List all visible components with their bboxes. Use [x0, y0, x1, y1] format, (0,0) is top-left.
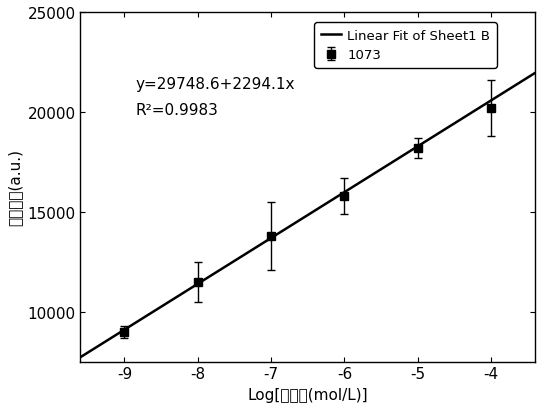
- Text: R²=0.9983: R²=0.9983: [136, 103, 218, 117]
- Legend: Linear Fit of Sheet1 B, 1073: Linear Fit of Sheet1 B, 1073: [314, 23, 497, 69]
- Line: Linear Fit of Sheet1 B: Linear Fit of Sheet1 B: [80, 74, 535, 357]
- Linear Fit of Sheet1 B: [532, 71, 538, 76]
- Linear Fit of Sheet1 B: [460, 116, 467, 121]
- Linear Fit of Sheet1 B: [346, 187, 353, 192]
- Linear Fit of Sheet1 B: [348, 186, 354, 191]
- Linear Fit of Sheet1 B: [79, 354, 85, 359]
- Y-axis label: 拉曼强度(a.u.): 拉曼强度(a.u.): [7, 149, 22, 226]
- Linear Fit of Sheet1 B: [356, 181, 362, 186]
- X-axis label: Log[多巴胺(mol/L)]: Log[多巴胺(mol/L)]: [248, 387, 368, 402]
- Linear Fit of Sheet1 B: [77, 355, 83, 360]
- Linear Fit of Sheet1 B: [489, 98, 496, 103]
- Text: y=29748.6+2294.1x: y=29748.6+2294.1x: [136, 77, 295, 92]
